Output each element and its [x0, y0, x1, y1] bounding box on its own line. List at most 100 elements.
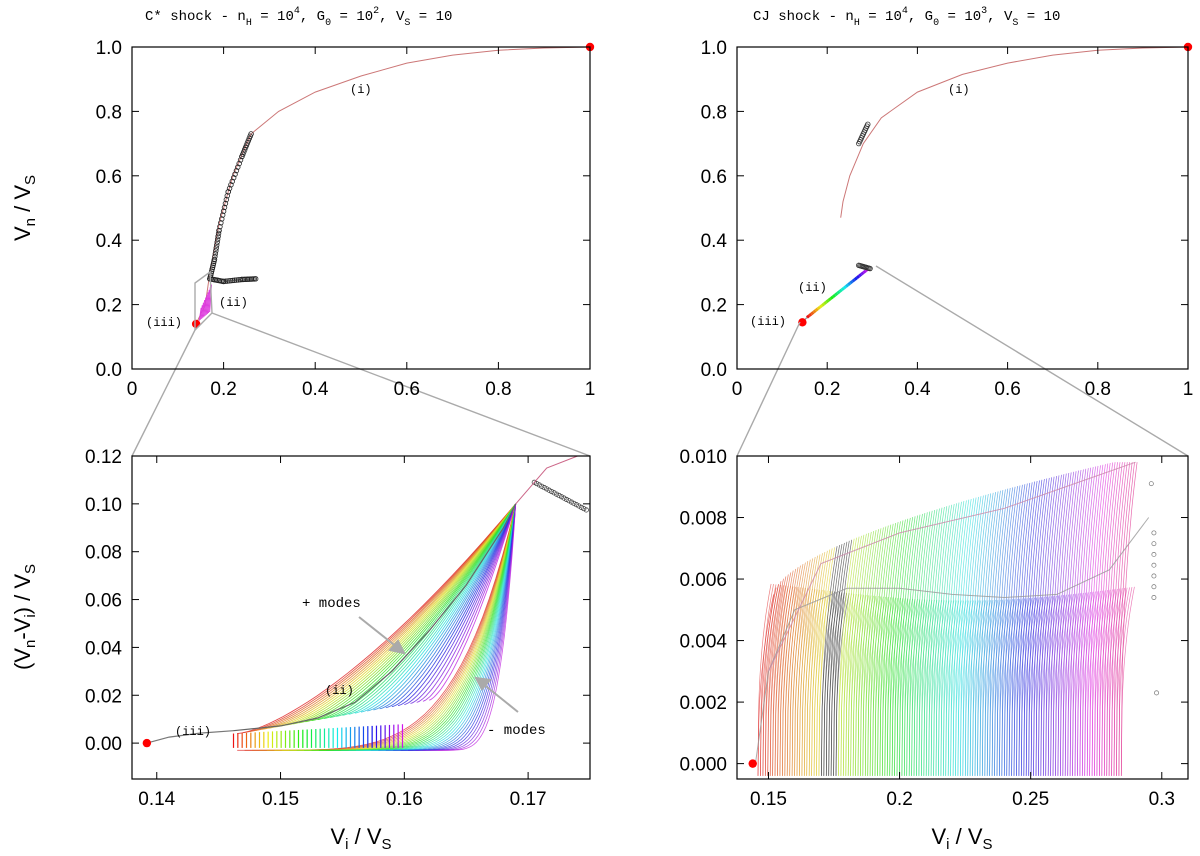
mode-curve: [925, 507, 943, 776]
track-marker: [213, 248, 219, 254]
mode-curve: [935, 504, 953, 776]
track-marker: [213, 245, 219, 251]
mode-curve: [874, 524, 892, 776]
mode-curve: [901, 515, 918, 776]
track-marker: [232, 171, 238, 177]
mode-curve: [1018, 481, 1035, 776]
mode-curve: [921, 599, 935, 776]
curve-upper-envelope: [768, 461, 1136, 672]
track-marker: [583, 507, 589, 513]
mode-curve: [857, 530, 875, 776]
mode-curve: [1013, 482, 1031, 776]
y-tick-label: 0.08: [85, 543, 122, 564]
mode-curve: [869, 526, 887, 776]
y-tick-label: 0.4: [701, 231, 728, 252]
mode-curve: [974, 600, 989, 776]
track-marker: [221, 204, 228, 211]
mode-curve: [908, 599, 923, 776]
track-marker: [235, 277, 241, 283]
mode-curve: [789, 587, 804, 776]
y-tick-label: 0.010: [679, 447, 727, 468]
mode-curve: [972, 600, 987, 776]
track-marker: [226, 278, 232, 284]
mode-curve: [899, 516, 916, 776]
mode-curve: [764, 581, 782, 776]
plus-mode-curve: [305, 503, 517, 723]
mode-curve: [1084, 465, 1101, 776]
track-marker: [546, 487, 552, 493]
mode-curve: [816, 548, 833, 776]
minus-mode-curve: [430, 503, 517, 751]
mode-curve: [1096, 462, 1114, 776]
mode-lines-top-left: [198, 284, 212, 321]
rainbow-piece: [810, 311, 815, 316]
rainbow-piece: [847, 281, 852, 286]
panel-frame-bottom-left: [131, 455, 591, 780]
x-tick-label: 0.15: [750, 789, 787, 810]
rainbow-piece: [823, 300, 828, 305]
x-tick-label: 0.2: [814, 379, 840, 400]
mode-curve: [906, 599, 921, 776]
mode-curve: [889, 519, 906, 776]
y-tick-label: 0.0: [701, 360, 727, 381]
mode-line: [205, 292, 209, 315]
y-tick-label: 0.004: [679, 632, 727, 653]
y-tick-label: 0.2: [701, 296, 727, 317]
mode-line: [198, 307, 202, 321]
mode-curve: [962, 496, 979, 776]
marker-track-bottom-left: [531, 479, 589, 513]
mode-curve: [979, 492, 996, 776]
rainbow-piece: [838, 288, 843, 293]
mode-curve: [899, 598, 913, 776]
rainbow-piece: [845, 283, 850, 288]
x-tick-label: 1: [585, 379, 596, 400]
plus-mode-curve: [428, 503, 517, 701]
plus-mode-curve: [336, 503, 517, 717]
rainbow-piece: [821, 302, 826, 307]
arrow-plus-modes: [358, 616, 399, 649]
mode-curve: [974, 493, 992, 776]
mode-curve: [867, 527, 884, 776]
mode-curve: [989, 489, 1006, 776]
endpoint-bottom-left-0: [142, 738, 152, 748]
mode-curve: [1047, 474, 1065, 776]
mode-curve: [894, 598, 908, 776]
plus-mode-curve: [354, 503, 517, 714]
endpoint-top-right-1: [798, 318, 807, 327]
x-tick-label: 0.25: [1012, 789, 1049, 810]
track-marker: [233, 277, 240, 283]
x-tick-label: 0.4: [302, 379, 329, 400]
mode-curve: [962, 600, 977, 776]
x-tick-label: 0.17: [510, 789, 547, 810]
rainbow-piece: [840, 286, 845, 292]
mode-line: [202, 300, 206, 318]
mode-line: [199, 305, 203, 320]
mode-curve: [945, 600, 960, 776]
track-marker: [561, 495, 567, 501]
marker-track-top-right: [856, 121, 873, 272]
mode-curve: [769, 576, 787, 776]
track-marker: [216, 227, 222, 234]
mode-curve: [1040, 475, 1057, 776]
x-tick-label: 0.14: [138, 789, 175, 810]
mode-curve: [1001, 486, 1018, 776]
xlabel-bottom-left: Vi / VS: [330, 824, 391, 853]
mode-curve: [1006, 484, 1023, 776]
mode-curve: [928, 506, 945, 776]
mode-curve: [1116, 587, 1130, 776]
track-marker: [220, 208, 227, 214]
mode-curve: [950, 500, 967, 776]
rainbow-segment-top-right: [801, 268, 869, 323]
y-tick-label: 1.0: [701, 38, 727, 59]
minus-mode-curve: [244, 503, 517, 751]
plus-mode-curve: [416, 503, 517, 703]
plus-mode-curve: [311, 503, 517, 722]
mode-curve: [823, 591, 838, 776]
track-marker: [229, 178, 236, 184]
mode-curve: [879, 522, 896, 776]
mode-curve: [1050, 473, 1067, 776]
y-tick-label: 0.6: [701, 167, 727, 188]
y-tick-label: 0.8: [701, 102, 727, 123]
mode-curve: [818, 547, 836, 776]
